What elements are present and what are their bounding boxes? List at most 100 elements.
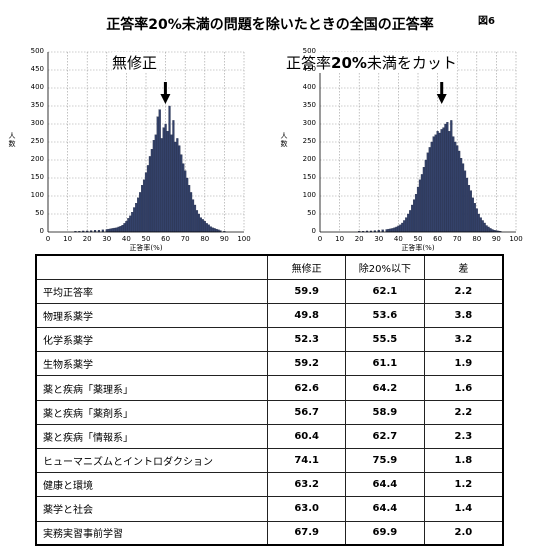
table-cell-uncorrected: 59.2 xyxy=(267,351,347,377)
histogram-bar xyxy=(154,134,157,233)
histogram-bar xyxy=(450,120,453,233)
x-tick-label: 50 xyxy=(141,235,151,243)
y-tick-label: 350 xyxy=(302,101,316,109)
histogram-bar xyxy=(448,131,451,233)
y-tick-label: 150 xyxy=(30,173,44,181)
table-cell-uncorrected: 67.9 xyxy=(267,520,347,546)
x-tick-label: 90 xyxy=(219,235,229,243)
histogram-bar xyxy=(201,219,204,233)
table-cell-cut: 75.9 xyxy=(345,447,425,474)
x-tick-label: 100 xyxy=(509,235,523,243)
histogram-bar xyxy=(473,203,476,233)
table-cell-cut: 62.1 xyxy=(345,278,425,304)
table-cell-diff: 1.4 xyxy=(423,496,504,522)
histogram-bar xyxy=(135,203,138,233)
x-tick-label: 80 xyxy=(472,235,482,243)
table-cell-diff: 2.0 xyxy=(423,520,504,546)
table-header-uncorrected: 無修正 xyxy=(267,254,347,280)
histogram-bar xyxy=(211,227,214,233)
histogram-bar xyxy=(133,207,136,233)
table-cell-uncorrected: 63.0 xyxy=(267,496,347,522)
table-header-row: 無修正 除20%以下 差 xyxy=(35,254,504,280)
histogram-bar xyxy=(209,226,212,233)
table-row: 物理系薬学 49.8 53.6 3.8 xyxy=(35,302,504,329)
table-cell-cut: 55.5 xyxy=(345,327,425,353)
histogram-bar xyxy=(119,226,122,233)
histogram-bar xyxy=(121,225,124,233)
histogram-bar xyxy=(180,154,183,233)
y-tick-label: 50 xyxy=(35,209,44,217)
table-header-subject xyxy=(35,254,269,280)
y-tick-label: 400 xyxy=(302,83,316,91)
histogram-bar xyxy=(452,136,455,233)
y-tick-label: 300 xyxy=(302,119,316,127)
histogram-bar xyxy=(424,159,427,233)
histogram-bar xyxy=(387,228,390,233)
histogram-bar xyxy=(422,167,425,233)
histogram-bar xyxy=(471,197,474,233)
y-tick-label: 300 xyxy=(30,119,44,127)
histogram-bar xyxy=(191,199,195,233)
histogram-bar xyxy=(411,204,414,233)
histogram-bar xyxy=(412,199,416,233)
table-cell-cut: 62.7 xyxy=(345,423,425,450)
table-cell-diff: 3.8 xyxy=(423,302,504,329)
table-cell-diff: 1.2 xyxy=(423,472,504,498)
histogram-bar xyxy=(393,227,396,233)
histogram-bar xyxy=(166,131,169,233)
table-cell-subject: 平均正答率 xyxy=(35,278,269,304)
y-axis-label: 人数 xyxy=(8,132,16,148)
histogram-bar xyxy=(205,223,208,233)
histogram-bar xyxy=(207,224,210,233)
y-tick-label: 500 xyxy=(302,47,316,55)
x-tick-label: 0 xyxy=(45,235,51,243)
histogram-bar xyxy=(152,140,155,233)
histogram-bar xyxy=(395,226,398,233)
histogram-bar xyxy=(188,185,191,233)
histogram-bar xyxy=(213,228,216,233)
table-row: 薬と疾病「情報系」 60.4 62.7 2.3 xyxy=(35,423,504,450)
table-cell-subject: 薬学と社会 xyxy=(35,496,269,522)
chart-label-cut-post: 未満をカット xyxy=(366,54,457,72)
histogram-bar xyxy=(182,163,185,233)
x-tick-label: 90 xyxy=(491,235,501,243)
table-cell-uncorrected: 49.8 xyxy=(267,302,347,329)
histogram-bar xyxy=(416,186,420,233)
table-cell-subject: 物理系薬学 xyxy=(35,302,269,329)
histogram-bar xyxy=(160,138,163,233)
histogram-bar xyxy=(403,220,406,233)
histogram-bar xyxy=(176,138,179,233)
y-tick-label: 450 xyxy=(30,65,44,73)
histogram-bar xyxy=(442,127,445,233)
histogram-bar xyxy=(489,228,492,233)
y-tick-label: 100 xyxy=(30,191,44,199)
histogram-bar xyxy=(115,227,118,233)
table-row: ヒューマニズムとイントロダクション 74.1 75.9 1.8 xyxy=(35,447,504,474)
table-cell-diff: 2.2 xyxy=(423,399,504,425)
chart-label-cut: 正答率20%未満をカット xyxy=(286,52,457,73)
histogram-bar xyxy=(150,149,153,233)
histogram-bar xyxy=(137,197,140,233)
y-tick-label: 250 xyxy=(302,137,316,145)
x-tick-label: 40 xyxy=(393,235,403,243)
histogram-cut: 正答率20%未満をカット 0 50 100 150 200 250 300 350 400 450… xyxy=(272,44,540,256)
histogram-bar xyxy=(184,170,187,233)
y-tick-label: 350 xyxy=(30,101,44,109)
histogram-bar xyxy=(467,185,471,233)
x-tick-label: 30 xyxy=(102,235,112,243)
table-cell-uncorrected: 74.1 xyxy=(267,447,347,474)
histogram-bar xyxy=(426,152,429,233)
histogram-bar xyxy=(146,165,150,233)
histogram-bar xyxy=(215,228,218,233)
histogram-bar xyxy=(389,228,392,233)
histogram-bar xyxy=(142,179,146,233)
table-cell-subject: 薬と疾病「情報系」 xyxy=(35,423,269,450)
histogram-bar xyxy=(107,228,110,233)
table-cell-uncorrected: 52.3 xyxy=(267,327,347,353)
table-header-diff: 差 xyxy=(423,254,504,280)
table-cell-subject: 実務実習事前学習 xyxy=(35,520,269,546)
histogram-bar xyxy=(399,224,402,233)
histogram-bar xyxy=(440,129,443,233)
histogram-bar xyxy=(405,217,408,233)
x-tick-label: 50 xyxy=(413,235,423,243)
